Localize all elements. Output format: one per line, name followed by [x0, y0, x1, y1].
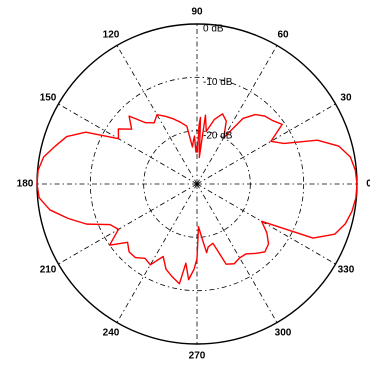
- angle-tick-label: 210: [40, 265, 57, 276]
- angle-tick-label: 330: [338, 265, 355, 276]
- spoke-300: [196, 183, 278, 323]
- pattern-series-0: [36, 113, 358, 285]
- angle-tick-label: 60: [277, 30, 289, 41]
- angle-tick-label: 0: [366, 179, 370, 190]
- polar-grid: [36, 23, 358, 345]
- angle-tick-label: 240: [103, 328, 120, 339]
- ring-1: [89, 76, 305, 292]
- angle-tick-label: 270: [189, 351, 206, 362]
- spoke-210: [58, 183, 198, 265]
- angle-tick-label: 180: [17, 179, 34, 190]
- ring-label: -20 dB: [203, 130, 233, 141]
- angle-tick-label: 90: [191, 7, 203, 18]
- spoke-30: [196, 103, 336, 185]
- angle-tick-label: 120: [103, 30, 120, 41]
- angle-tick-label: 30: [340, 93, 352, 104]
- spoke-60: [196, 45, 278, 185]
- ring-label: -10 dB: [203, 77, 233, 88]
- polar-series: [36, 113, 358, 285]
- angle-tick-label: 150: [40, 93, 57, 104]
- ring-label: 0 dB: [203, 24, 224, 35]
- spoke-240: [116, 183, 198, 323]
- angle-tick-label: 300: [275, 328, 292, 339]
- spoke-330: [196, 183, 336, 265]
- spoke-150: [58, 103, 198, 185]
